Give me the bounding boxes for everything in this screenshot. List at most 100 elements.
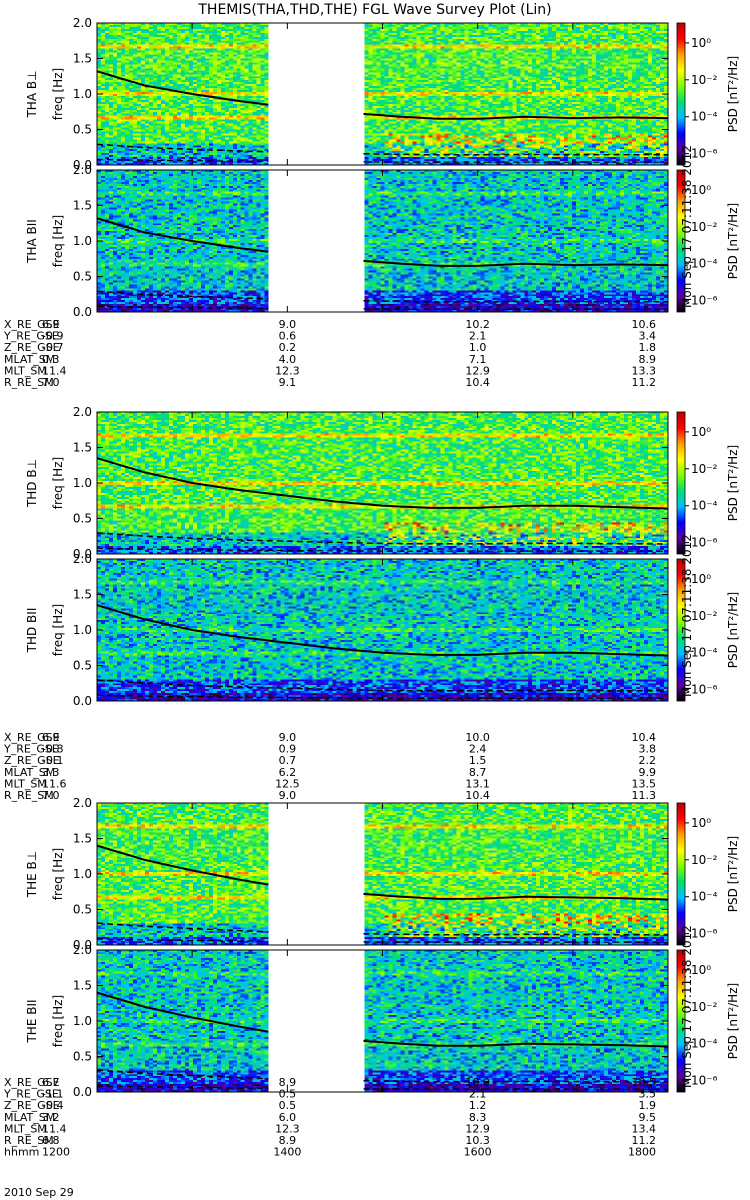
ephemeris-value: 10.6: [632, 318, 657, 331]
ephemeris-value: 2.2: [639, 754, 657, 767]
ephemeris-row-name: MLT_SM: [4, 1122, 47, 1135]
ephemeris-value: 1.2: [469, 1099, 487, 1112]
ephemeris-row-name: X_RE_GSE: [4, 1076, 60, 1089]
freq-axis-label: freq [Hz]: [51, 604, 65, 656]
ephemeris-value: 6.7: [42, 1076, 60, 1089]
ephemeris-value: 11.3: [632, 789, 657, 802]
colorbar-label: PSD [nT²/Hz]: [726, 56, 740, 132]
y-tick-label: 0.5: [73, 270, 92, 284]
colorbar: [676, 22, 686, 166]
ephemeris-value: 9.1: [279, 376, 297, 389]
ephemeris-value: -0.9: [42, 330, 63, 343]
fce-fraction-line: [96, 679, 668, 692]
y-tick-label: 1.0: [73, 1014, 92, 1028]
ephemeris-row-name: Y_RE_GSE: [3, 743, 59, 756]
ephemeris-value: 7.0: [42, 376, 60, 389]
y-tick-label: 2.0: [73, 796, 92, 810]
ephemeris-row-name: R_RE_SM: [4, 789, 54, 802]
ephemeris-value: 1200: [42, 1146, 70, 1159]
ephemeris-value: 13.3: [632, 364, 657, 377]
ephemeris-value: 2.1: [469, 330, 487, 343]
ephemeris-row-name: Y_RE_GSE: [3, 330, 59, 343]
ephemeris-value: 10.4: [465, 376, 490, 389]
y-tick-label: 0.0: [73, 158, 92, 172]
colorbar-tick-label: 10⁻⁶: [691, 683, 718, 697]
spectrogram-image: [97, 23, 668, 165]
ephemeris-row-name: X_RE_GSE: [4, 318, 60, 331]
y-tick-label: 1.5: [73, 52, 92, 66]
ephemeris-value: 1400: [273, 1146, 301, 1159]
freq-axis-label: freq [Hz]: [51, 68, 65, 120]
fci-line: [96, 1085, 668, 1090]
y-tick-label: 1.0: [73, 87, 92, 101]
ephemeris-value: -1.1: [42, 1088, 63, 1101]
fce-fraction-line: [96, 922, 668, 936]
ephemeris-value: 7.0: [42, 789, 60, 802]
ephemeris-row-name: MLAT_SM: [4, 766, 55, 779]
ephemeris-value: 12.9: [465, 1122, 490, 1135]
ephemeris-value: 9.0: [279, 789, 297, 802]
ephemeris-value: 10.2: [465, 318, 490, 331]
fci-line: [96, 158, 668, 163]
fce-fraction-line: [96, 143, 668, 156]
colorbar-tick-label: 10⁻⁴: [691, 646, 718, 660]
spectrogram-image: [97, 412, 668, 554]
y-tick-label: 2.0: [73, 16, 92, 30]
y-tick-label: 0.0: [73, 1085, 92, 1099]
ephemeris-value: 8.9: [279, 1076, 297, 1089]
colorbar-tick-label: 10⁻²: [691, 73, 718, 87]
y-tick-label: 0.0: [73, 305, 92, 319]
panel-label: THE B⊥: [25, 851, 39, 898]
y-tick-label: 0.5: [73, 903, 92, 917]
fce-line: [96, 604, 669, 657]
ephemeris-value: 10.0: [465, 731, 490, 744]
colorbar-tick-label: 10⁻²: [691, 853, 718, 867]
ephemeris-row-name: X_RE_GSE: [4, 731, 60, 744]
ephemeris-value: 0.5: [279, 1088, 297, 1101]
y-tick-label: 0.5: [73, 512, 92, 526]
colorbar-tick-label: 10⁻⁶: [691, 536, 718, 550]
ephemeris-value: 13.4: [632, 1122, 657, 1135]
spectrogram-image: [97, 803, 668, 945]
ephemeris-value: 8.9: [639, 353, 657, 366]
colorbar-tick-label: 10⁰: [691, 183, 711, 197]
ephemeris-value: -0.8: [42, 743, 63, 756]
y-tick-label: 1.5: [73, 979, 92, 993]
ephemeris-value: 11.2: [632, 376, 657, 389]
ephemeris-value: 13.1: [465, 777, 490, 790]
freq-axis-label: freq [Hz]: [51, 848, 65, 900]
fce-line: [96, 217, 668, 267]
ephemeris-value: 10.4: [465, 789, 490, 802]
colorbar-tick-label: 10⁻⁶: [691, 147, 718, 161]
ephemeris-value: 7.1: [469, 353, 487, 366]
colorbar-label: PSD [nT²/Hz]: [726, 983, 740, 1059]
ephemeris-value: 3.3: [42, 766, 60, 779]
colorbar-label: PSD [nT²/Hz]: [726, 592, 740, 668]
panel-label: THE BII: [25, 999, 39, 1043]
spectrogram-image: [97, 170, 668, 312]
ephemeris-value: 9.0: [279, 731, 297, 744]
ephemeris-value: 3.5: [639, 1088, 657, 1101]
colorbar-tick-label: 10⁻⁶: [691, 927, 718, 941]
spectrogram-panel: 0.0 0.5 1.0 1.5 2.0 THD B⊥ freq [Hz] 10⁰ 10⁻² 10⁻…: [25, 405, 740, 561]
ephemeris-value: 4.0: [279, 353, 297, 366]
colorbar: [676, 169, 686, 313]
ephemeris-value: 6.9: [42, 731, 60, 744]
y-tick-label: 1.0: [73, 234, 92, 248]
fce-line: [96, 70, 668, 120]
colorbar-label: PSD [nT²/Hz]: [726, 836, 740, 912]
y-tick-label: 2.0: [73, 405, 92, 419]
ephemeris-value: 8.3: [469, 1111, 487, 1124]
ephemeris-row-name: MLAT_SM: [4, 1111, 55, 1124]
chart-title: THEMIS(THA,THD,THE) FGL Wave Survey Plot…: [198, 2, 552, 18]
timestamp-stamp: Mon Sep 17 07:11:38 2012: [680, 925, 694, 1088]
spectrogram-image: [97, 950, 668, 1092]
ephemeris-value: 10.0: [465, 1076, 490, 1089]
ephemeris-row-name: R_RE_SM: [4, 376, 54, 389]
ephemeris-value: 0.5: [279, 1099, 297, 1112]
ephemeris-value: 2.4: [469, 743, 487, 756]
ephemeris-value: 9.5: [639, 1111, 657, 1124]
ephemeris-value: 3.2: [42, 1111, 60, 1124]
